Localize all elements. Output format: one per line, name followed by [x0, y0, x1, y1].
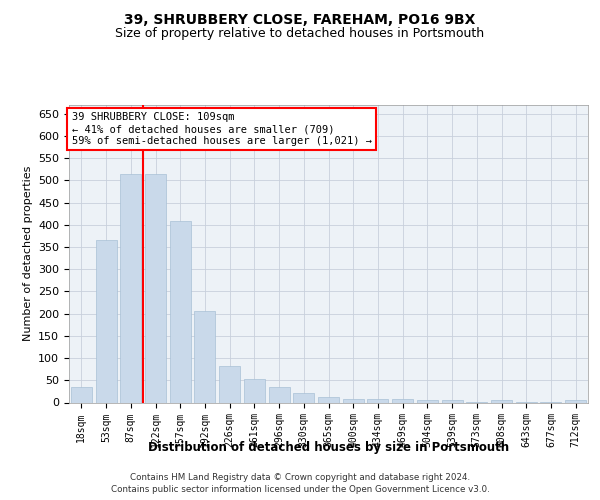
Text: 39, SHRUBBERY CLOSE, FAREHAM, PO16 9BX: 39, SHRUBBERY CLOSE, FAREHAM, PO16 9BX [124, 12, 476, 26]
Bar [219, 366, 240, 403]
Bar [194, 312, 215, 402]
Bar [318, 397, 339, 402]
Y-axis label: Number of detached properties: Number of detached properties [23, 166, 32, 342]
Bar [120, 174, 141, 402]
Text: Distribution of detached houses by size in Portsmouth: Distribution of detached houses by size … [148, 441, 509, 454]
Bar [491, 400, 512, 402]
Text: 39 SHRUBBERY CLOSE: 109sqm
← 41% of detached houses are smaller (709)
59% of sem: 39 SHRUBBERY CLOSE: 109sqm ← 41% of deta… [71, 112, 371, 146]
Bar [71, 387, 92, 402]
Text: Size of property relative to detached houses in Portsmouth: Size of property relative to detached ho… [115, 28, 485, 40]
Bar [145, 174, 166, 402]
Bar [417, 400, 438, 402]
Bar [269, 387, 290, 402]
Bar [244, 380, 265, 402]
Bar [95, 240, 116, 402]
Bar [170, 222, 191, 402]
Bar [367, 398, 388, 402]
Bar [392, 398, 413, 402]
Bar [343, 398, 364, 402]
Bar [442, 400, 463, 402]
Bar [565, 400, 586, 402]
Text: Contains HM Land Registry data © Crown copyright and database right 2024.
Contai: Contains HM Land Registry data © Crown c… [110, 472, 490, 494]
Bar [293, 392, 314, 402]
